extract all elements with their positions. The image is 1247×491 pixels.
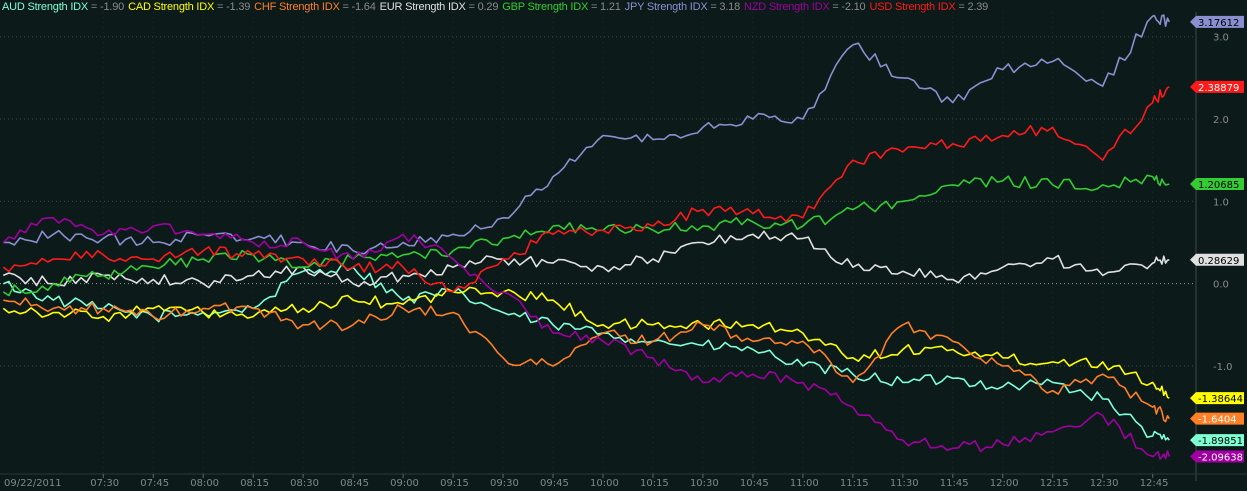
last-value-tag: [1190, 434, 1244, 447]
x-tick-label: 12:45: [1140, 478, 1169, 489]
legend-series-value: -1.90: [100, 1, 125, 13]
y-tick-label: 2.0: [1213, 115, 1229, 126]
x-tick-label: 11:00: [790, 478, 819, 489]
legend-item: EUR Strength IDX = 0.29: [380, 1, 499, 13]
x-tick-label: 07:45: [140, 478, 169, 489]
last-value-tag: [1190, 178, 1244, 191]
series-line-eur: [2, 230, 1170, 289]
y-tick-label: 0.0: [1213, 280, 1229, 291]
last-value-label: 0.28629: [1198, 256, 1239, 267]
x-tick-label: 09/22/2011: [4, 478, 62, 489]
last-value-label: -1.6404: [1198, 415, 1237, 426]
legend-series-value: -1.64: [351, 1, 376, 13]
legend-series-name: GBP Strength IDX: [502, 1, 589, 13]
series-line-usd: [2, 86, 1170, 293]
legend-series-value: 1.21: [600, 1, 621, 13]
last-value-tag: [1190, 412, 1244, 425]
legend-series-name: NZD Strength IDX: [744, 1, 830, 13]
series-line-cad: [2, 286, 1170, 399]
x-tick-label: 11:30: [890, 478, 919, 489]
x-tick-label: 07:30: [90, 478, 119, 489]
y-tick-label: 3.0: [1213, 33, 1229, 44]
x-tick-label: 12:15: [1040, 478, 1069, 489]
last-value-tag: [1190, 450, 1244, 463]
legend-series-value: -1.39: [226, 1, 251, 13]
legend-series-name: USD Strength IDX: [869, 1, 956, 13]
last-value-label: -1.89851: [1198, 436, 1243, 447]
legend-equals: =: [707, 1, 720, 13]
legend-equals: =: [588, 1, 601, 13]
legend-series-name: CAD Strength IDX: [128, 1, 215, 13]
legend-series-value: 3.18: [719, 1, 741, 13]
x-tick-label: 11:15: [840, 478, 869, 489]
legend-equals: =: [829, 1, 842, 13]
last-value-label: 3.17612: [1198, 18, 1239, 29]
x-tick-label: 08:45: [340, 478, 369, 489]
legend-series-name: CHF Strength IDX: [254, 1, 340, 13]
legend-item: NZD Strength IDX = -2.10: [744, 1, 866, 13]
x-tick-label: 09:45: [540, 478, 569, 489]
last-value-label: 1.20685: [1198, 180, 1239, 191]
last-value-tag: [1190, 392, 1244, 405]
legend-series-value: -2.10: [841, 1, 866, 13]
legend-series-name: EUR Strength IDX: [379, 1, 466, 13]
legend-equals: =: [214, 1, 227, 13]
x-tick-label: 12:00: [990, 478, 1019, 489]
y-tick-label: -1.0: [1213, 362, 1233, 373]
legend-item: CAD Strength IDX = -1.39: [128, 1, 250, 13]
legend-equals: =: [955, 1, 968, 13]
last-value-label: -1.38644: [1198, 394, 1243, 405]
legend-series-name: JPY Strength IDX: [624, 1, 708, 13]
legend-equals: =: [339, 1, 352, 13]
legend-item: GBP Strength IDX = 1.21: [502, 1, 621, 13]
series-line-chf: [3, 297, 1170, 423]
last-value-tag: [1190, 80, 1244, 93]
x-tick-label: 12:30: [1090, 478, 1119, 489]
last-value-label: 2.38879: [1198, 83, 1239, 94]
legend-series-value: 0.29: [477, 1, 499, 13]
legend-equals: =: [465, 1, 478, 13]
chart-legend: AUD Strength IDX = -1.90 CAD Strength IDX…: [2, 1, 992, 13]
last-value-tag: [1190, 15, 1244, 28]
last-value-label: -2.09638: [1198, 453, 1243, 464]
x-tick-label: 09:30: [490, 478, 519, 489]
x-tick-label: 08:30: [290, 478, 319, 489]
y-tick-label: 1.0: [1213, 197, 1229, 208]
last-value-tag: [1190, 253, 1244, 266]
x-tick-label: 09:00: [390, 478, 419, 489]
series-line-nzd: [2, 217, 1171, 460]
legend-series-value: 2.39: [967, 1, 989, 13]
x-tick-label: 10:30: [690, 478, 719, 489]
legend-item: USD Strength IDX = 2.39: [869, 1, 988, 13]
x-tick-label: 10:15: [640, 478, 669, 489]
legend-item: JPY Strength IDX = 3.18: [624, 1, 741, 13]
legend-series-name: AUD Strength IDX: [2, 1, 89, 13]
x-tick-label: 08:00: [190, 478, 219, 489]
x-tick-label: 10:45: [740, 478, 769, 489]
legend-item: CHF Strength IDX = -1.64: [254, 1, 376, 13]
legend-item: AUD Strength IDX = -1.90: [2, 1, 124, 13]
x-tick-label: 08:15: [240, 478, 269, 489]
x-tick-label: 09:15: [440, 478, 469, 489]
x-tick-label: 10:00: [590, 478, 619, 489]
x-tick-label: 11:45: [940, 478, 969, 489]
legend-equals: =: [88, 1, 100, 13]
